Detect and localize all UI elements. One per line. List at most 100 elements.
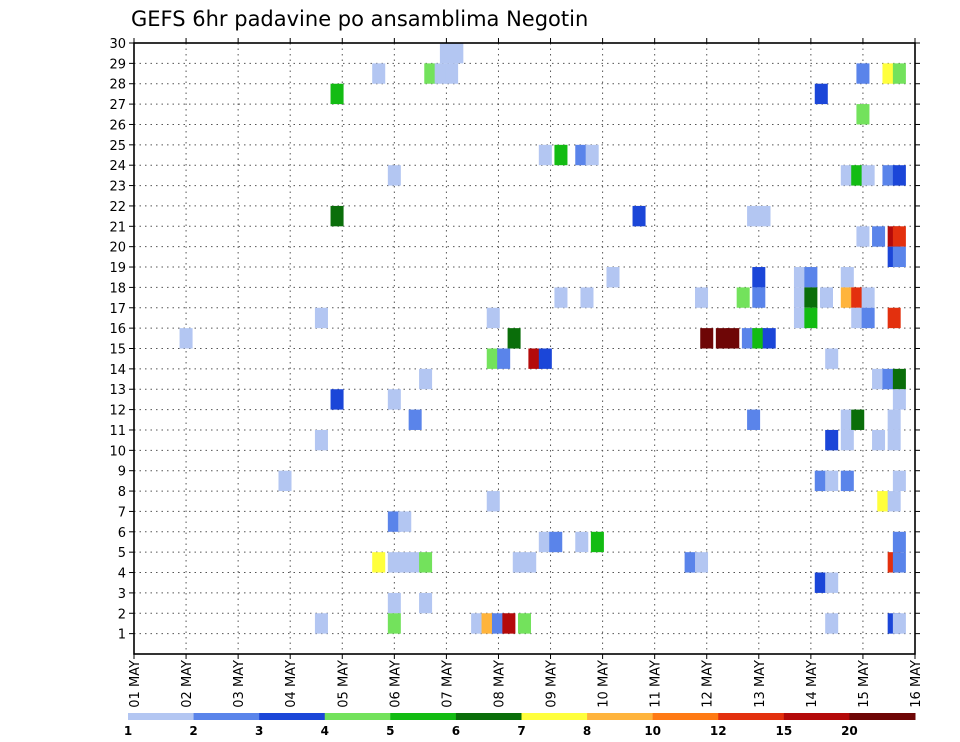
data-cell [408,552,422,573]
x-tick-label: 10 MAY [597,660,612,708]
data-cell [887,409,901,430]
data-cell [741,328,755,349]
data-cell [387,552,401,573]
data-cell [523,552,537,573]
data-cell [872,368,886,390]
data-cell [387,613,401,634]
y-tick-label: 22 [109,200,126,215]
data-cell [387,511,401,532]
x-tick-label: 04 MAY [284,660,299,708]
data-cell [825,572,839,593]
x-tick-label: 07 MAY [440,660,455,708]
y-tick-label: 13 [109,383,126,398]
colorbar-segment [259,713,326,720]
y-tick-label: 2 [118,607,126,622]
data-cell [481,613,495,634]
data-cell [892,368,906,390]
data-cell [695,287,709,308]
data-cell [892,246,906,268]
data-cell [851,409,865,430]
data-cell [877,491,891,512]
data-cell [372,552,386,573]
data-cell [814,83,828,105]
data-cell [757,205,771,227]
data-cell [314,429,328,451]
colorbar-segment [455,713,522,720]
x-axis: 01 MAY 02 MAY 03 MAY 04 MAY 05 MAY 06 MAY 07 M… [128,38,924,708]
data-cell [512,552,526,573]
data-cell [892,226,906,247]
chart-title: GEFS 6hr padavine po ansamblima Negotin [131,7,588,31]
data-cell [419,592,433,614]
data-cell [840,287,854,308]
y-tick-label: 9 [118,465,126,480]
y-tick-label: 28 [109,78,126,93]
colorbar-segment [128,713,195,720]
colorbar-label: 15 [775,724,792,738]
data-cell [892,165,906,186]
data-cell [856,104,870,125]
data-cell [445,63,459,84]
data-cell [851,165,865,186]
data-cell [872,226,886,247]
data-cell [840,429,854,451]
data-cell [892,552,906,573]
data-cell [752,287,766,308]
data-cell [825,613,839,634]
data-cell [330,205,344,227]
data-cell [330,83,344,105]
data-cell [538,348,552,369]
data-cell [387,165,401,186]
colorbar-label: 20 [841,724,858,738]
data-cell [450,43,464,64]
data-cell [882,165,896,186]
colorbar-segment [390,713,457,720]
data-cell [887,429,901,451]
y-tick-label: 5 [118,546,126,561]
data-cell [538,144,552,166]
data-cell [840,409,854,430]
data-cell [804,267,818,288]
y-tick-label: 10 [109,444,126,459]
data-cell [819,287,833,308]
data-cell [585,144,599,166]
data-cell [632,205,646,227]
data-cell [882,368,896,390]
y-tick-label: 19 [109,261,126,276]
data-cell [554,287,568,308]
colorbar-segment [849,713,916,720]
colorbar-segment [521,713,588,720]
y-tick-label: 6 [118,526,126,541]
data-cell [278,470,292,492]
x-tick-label: 06 MAY [388,660,403,708]
data-cell [887,307,901,329]
x-tick-label: 13 MAY [753,660,768,708]
data-cell [330,389,344,410]
data-cell [804,307,818,329]
data-cell [825,470,839,492]
data-cell [892,389,906,410]
data-cell [471,613,485,634]
data-cell [715,328,729,349]
y-tick-label: 30 [109,37,126,52]
colorbar-label: 5 [386,724,394,738]
data-cell [887,491,901,512]
colorbar-label: 2 [189,724,197,738]
colorbar-label: 7 [517,724,525,738]
y-tick-label: 17 [109,302,126,317]
data-cell [762,328,776,349]
y-tick-label: 27 [109,98,126,113]
data-cell [486,348,500,369]
colorbar-segment [193,713,260,720]
data-cell [398,511,412,532]
data-cell [814,470,828,492]
data-cell [517,613,532,634]
data-cell [684,552,698,573]
colorbar-label: 12 [710,724,727,738]
data-cells [179,43,906,634]
data-cell [856,63,870,84]
y-tick-label: 25 [109,139,126,154]
data-cell [882,63,896,84]
y-tick-label: 1 [118,628,126,643]
